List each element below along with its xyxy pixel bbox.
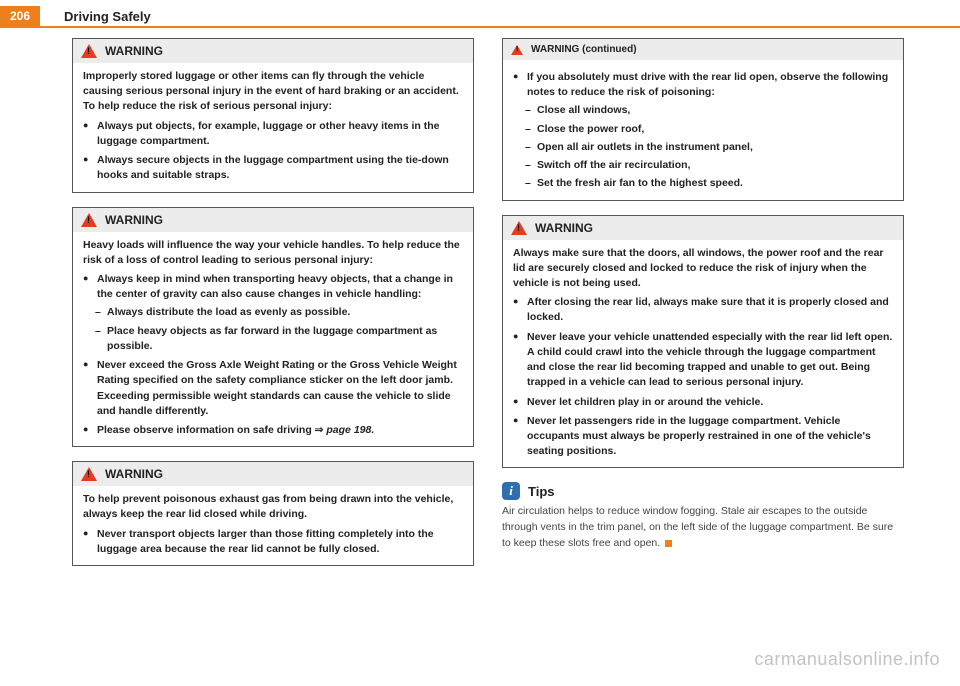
warning-bullet: Never let children play in or around the… [513,395,893,410]
tips-title: Tips [528,484,555,499]
warning-body: To help prevent poisonous exhaust gas fr… [73,486,473,565]
warning-bullet-text: Please observe information on safe drivi… [97,424,315,436]
warning-subbullet: Switch off the air recirculation, [513,158,893,173]
warning-intro: Heavy loads will influence the way your … [83,238,463,268]
warning-header: WARNING [503,216,903,240]
warning-header: WARNING [73,39,473,63]
warning-subbullet: Always distribute the load as evenly as … [83,305,463,320]
warning-body: Heavy loads will influence the way your … [73,232,473,447]
watermark: carmanualsonline.info [754,649,940,670]
warning-bullet: Never exceed the Gross Axle Weight Ratin… [83,358,463,419]
warning-body: Improperly stored luggage or other items… [73,63,473,192]
warning-box-4: WARNING Always make sure that the doors,… [502,215,904,469]
warning-box-3: WARNING To help prevent poisonous exhaus… [72,461,474,566]
warning-box-1: WARNING Improperly stored luggage or oth… [72,38,474,193]
warning-box-2: WARNING Heavy loads will influence the w… [72,207,474,448]
warning-title: WARNING (continued) [531,44,637,55]
warning-box-continued: WARNING (continued) If you absolutely mu… [502,38,904,201]
tips-body: Air circulation helps to reduce window f… [502,504,904,551]
tips-header: i Tips [502,482,904,500]
warning-bullet: If you absolutely must drive with the re… [513,70,893,100]
warning-title: WARNING [535,221,593,235]
info-icon: i [502,482,520,500]
warning-triangle-icon [81,44,97,58]
page-number: 206 [0,6,40,26]
warning-header: WARNING (continued) [503,39,903,60]
tips-text: Air circulation helps to reduce window f… [502,505,893,549]
warning-triangle-icon [81,213,97,227]
warning-bullet: Never let passengers ride in the luggage… [513,414,893,460]
warning-triangle-icon [511,221,527,235]
warning-bullet: Always secure objects in the luggage com… [83,153,463,183]
warning-body: If you absolutely must drive with the re… [503,60,903,200]
page-header: 206 Driving Safely [0,6,960,28]
warning-bullet: Never transport objects larger than thos… [83,527,463,557]
warning-triangle-icon [81,467,97,481]
warning-subbullet: Set the fresh air fan to the highest spe… [513,176,893,191]
warning-bullet: Please observe information on safe drivi… [83,423,463,438]
warning-subbullet: Open all air outlets in the instrument p… [513,140,893,155]
warning-body: Always make sure that the doors, all win… [503,240,903,468]
end-square-icon [665,540,672,547]
warning-intro: Always make sure that the doors, all win… [513,246,893,292]
right-column: WARNING (continued) If you absolutely mu… [502,38,904,580]
content-columns: WARNING Improperly stored luggage or oth… [0,38,960,580]
ref-arrow-icon: ⇒ [315,424,324,436]
warning-title: WARNING [105,467,163,481]
warning-subbullet: Close all windows, [513,103,893,118]
warning-title: WARNING [105,44,163,58]
warning-bullet: After closing the rear lid, always make … [513,295,893,325]
warning-intro: To help prevent poisonous exhaust gas fr… [83,492,463,522]
warning-subbullet: Close the power roof, [513,122,893,137]
warning-triangle-icon [511,45,523,55]
warning-intro: Improperly stored luggage or other items… [83,69,463,115]
page-ref: page 198. [326,424,374,436]
warning-header: WARNING [73,208,473,232]
warning-bullet: Always keep in mind when transporting he… [83,272,463,302]
warning-subbullet: Place heavy objects as far forward in th… [83,324,463,354]
warning-title: WARNING [105,213,163,227]
page-title: Driving Safely [40,9,151,24]
warning-bullet: Never leave your vehicle unattended espe… [513,330,893,391]
warning-bullet: Always put objects, for example, luggage… [83,119,463,149]
warning-header: WARNING [73,462,473,486]
left-column: WARNING Improperly stored luggage or oth… [72,38,474,580]
